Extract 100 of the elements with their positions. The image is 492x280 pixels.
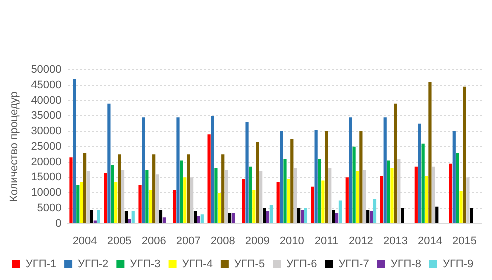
bar [360, 132, 363, 224]
bar [270, 205, 273, 224]
bar [222, 154, 225, 224]
bar [138, 185, 142, 224]
bar [70, 158, 73, 224]
bar [152, 154, 156, 224]
y-tick-label: 30000 [31, 126, 62, 138]
bar [114, 182, 118, 224]
x-tick-label: 2014 [418, 235, 442, 248]
x-tick-label: 2015 [452, 235, 477, 248]
bar [470, 208, 474, 224]
bar [73, 79, 76, 224]
bar [425, 176, 428, 224]
bar [180, 160, 184, 224]
bar [256, 142, 260, 224]
bar [401, 208, 404, 224]
bar [338, 200, 342, 224]
bar [208, 134, 211, 224]
bar [187, 154, 190, 224]
bar [80, 182, 84, 224]
bar [159, 210, 163, 224]
bar [252, 190, 256, 224]
bar [94, 220, 97, 224]
bar [232, 213, 236, 224]
x-tick-label: 2006 [142, 235, 166, 248]
bar [242, 179, 246, 224]
bar [460, 192, 463, 224]
bar [387, 160, 390, 224]
bar [394, 104, 398, 224]
bar [366, 210, 370, 224]
bar [228, 213, 232, 224]
y-tick-label: 50000 [31, 64, 62, 76]
bar [318, 159, 322, 224]
bar [249, 166, 252, 224]
bar [149, 190, 152, 224]
y-tick-label: 25000 [31, 140, 62, 153]
bar [428, 82, 432, 224]
y-tick-label: 40000 [31, 94, 62, 107]
bar [298, 208, 301, 224]
bar [132, 211, 135, 224]
bar [76, 185, 80, 224]
bar [422, 144, 425, 224]
legend-label: УГП-4 [182, 258, 213, 271]
bar [104, 173, 108, 224]
x-tick-label: 2007 [176, 235, 201, 248]
y-tick-label: 45000 [31, 79, 62, 92]
bar [418, 124, 422, 224]
bar [370, 211, 374, 224]
bar [452, 132, 456, 224]
legend-label: УГП-8 [390, 258, 422, 271]
bar [380, 176, 384, 224]
bar [346, 178, 349, 224]
bar [200, 214, 204, 224]
bar [284, 159, 287, 224]
bar [436, 206, 439, 224]
bar [384, 118, 387, 224]
bar [335, 213, 339, 224]
bar [262, 208, 266, 224]
bar [414, 166, 418, 224]
bar [194, 211, 198, 224]
legend-label: УГП-2 [78, 258, 109, 271]
bar [325, 132, 328, 224]
legend-label: УГП-5 [234, 258, 266, 271]
bar [111, 165, 114, 224]
bar [128, 219, 132, 224]
y-tick-label: 10000 [31, 187, 62, 200]
bar [218, 193, 222, 224]
bar [304, 208, 308, 224]
y-tick-label: 0 [56, 218, 62, 230]
y-tick-label: 5000 [37, 202, 62, 214]
bar [124, 211, 128, 224]
x-tick-label: 2011 [314, 235, 338, 248]
x-tick-label: 2010 [280, 235, 304, 248]
bar [463, 86, 466, 224]
bar [287, 179, 290, 224]
bar [349, 118, 352, 224]
bar [314, 130, 318, 224]
bar [352, 146, 356, 224]
bar [373, 199, 377, 224]
bar [142, 118, 146, 224]
bar [300, 210, 304, 224]
bar [97, 210, 100, 224]
bar [162, 218, 166, 224]
bar [456, 153, 460, 224]
bar [176, 118, 180, 224]
bar [108, 104, 111, 224]
x-tick-label: 2005 [107, 235, 132, 248]
bar [449, 164, 452, 224]
bar [90, 210, 94, 224]
bar [280, 132, 284, 224]
x-tick-label: 2012 [348, 235, 374, 248]
bar [246, 122, 249, 224]
bar [390, 168, 394, 224]
bar [118, 154, 122, 224]
bar [332, 210, 336, 224]
x-tick-label: 2009 [245, 235, 270, 248]
bar [214, 168, 218, 224]
x-tick-label: 2013 [383, 235, 408, 248]
legend-label: УГП-3 [130, 258, 161, 271]
bar [322, 180, 325, 224]
